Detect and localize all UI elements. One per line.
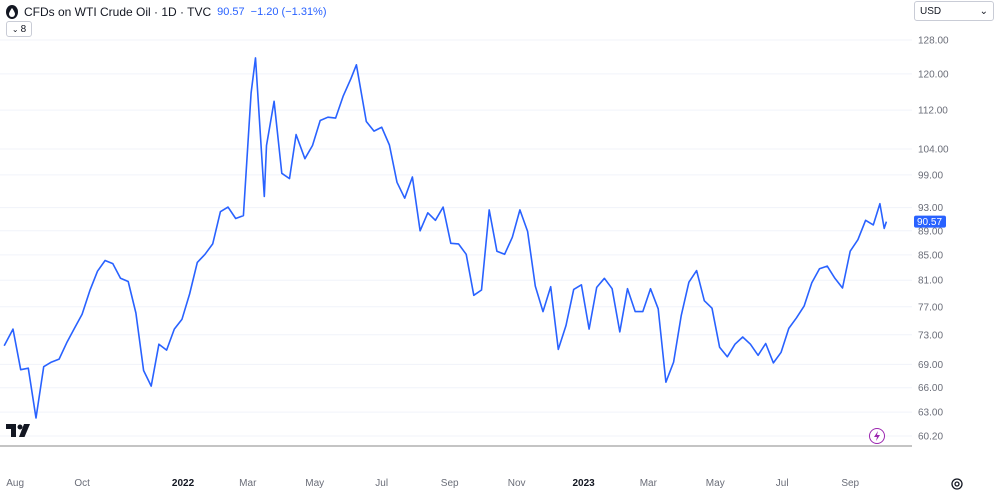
y-tick-label: 77.00 bbox=[918, 302, 943, 313]
price-line bbox=[3, 57, 888, 419]
x-tick-label: Mar bbox=[640, 478, 658, 489]
x-tick-label: Jul bbox=[375, 478, 388, 489]
y-tick-label: 104.00 bbox=[918, 145, 949, 156]
x-tick-label: Jul bbox=[776, 478, 789, 489]
collapse-legend-button[interactable]: ⌄ 8 bbox=[6, 21, 32, 37]
y-tick-label: 60.20 bbox=[918, 432, 943, 443]
y-tick-label: 120.00 bbox=[918, 69, 949, 80]
symbol-title[interactable]: CFDs on WTI Crude Oil · 1D · TVC bbox=[24, 5, 212, 19]
chevron-down-icon: ⌄ bbox=[979, 5, 988, 17]
tradingview-logo[interactable] bbox=[6, 424, 30, 443]
y-tick-label: 66.00 bbox=[918, 383, 943, 394]
x-tick-label: May bbox=[706, 478, 725, 489]
y-tick-label: 85.00 bbox=[918, 250, 943, 261]
y-tick-label: 128.00 bbox=[918, 36, 949, 47]
lightning-icon[interactable] bbox=[869, 428, 885, 444]
y-tick-label: 73.00 bbox=[918, 330, 943, 341]
y-tick-label: 81.00 bbox=[918, 276, 943, 287]
y-tick-label: 99.00 bbox=[918, 170, 943, 181]
current-price: 90.57 bbox=[217, 6, 245, 18]
gear-icon[interactable] bbox=[950, 477, 964, 496]
chevron-down-icon: ⌄ bbox=[11, 24, 19, 34]
chart-header: CFDs on WTI Crude Oil · 1D · TVC 90.57 −… bbox=[6, 2, 327, 22]
y-tick-label: 93.00 bbox=[918, 203, 943, 214]
y-axis: 128.00 120.00 112.00 104.00 99.00 93.00 89.00 8… bbox=[918, 36, 949, 443]
x-tick-label: Sep bbox=[441, 478, 459, 489]
x-tick-label: Sep bbox=[841, 478, 859, 489]
x-tick-label: 2023 bbox=[572, 478, 595, 489]
x-tick-label: Nov bbox=[508, 478, 526, 489]
x-axis: Aug Oct 2022 Mar May Jul Sep Nov 2023 Mar May Jul Se… bbox=[6, 478, 859, 489]
price-change: −1.20 (−1.31%) bbox=[250, 6, 327, 18]
x-tick-label: Oct bbox=[74, 478, 90, 489]
currency-select[interactable]: USD ⌄ bbox=[914, 1, 994, 21]
drop-icon bbox=[6, 5, 18, 19]
y-tick-label: 112.00 bbox=[918, 106, 948, 117]
x-tick-label: 2022 bbox=[172, 478, 195, 489]
last-price-label: 90.57 bbox=[914, 215, 946, 228]
y-tick-label: 69.00 bbox=[918, 360, 943, 371]
last-price-text: 90.57 bbox=[917, 217, 942, 228]
y-tick-label: 63.00 bbox=[918, 408, 943, 419]
x-tick-label: May bbox=[305, 478, 324, 489]
x-tick-label: Aug bbox=[6, 478, 24, 489]
indicator-count: 8 bbox=[20, 23, 27, 35]
currency-label: USD bbox=[920, 5, 942, 17]
y-tick-label: 89.00 bbox=[918, 226, 943, 237]
x-tick-label: Mar bbox=[239, 478, 257, 489]
